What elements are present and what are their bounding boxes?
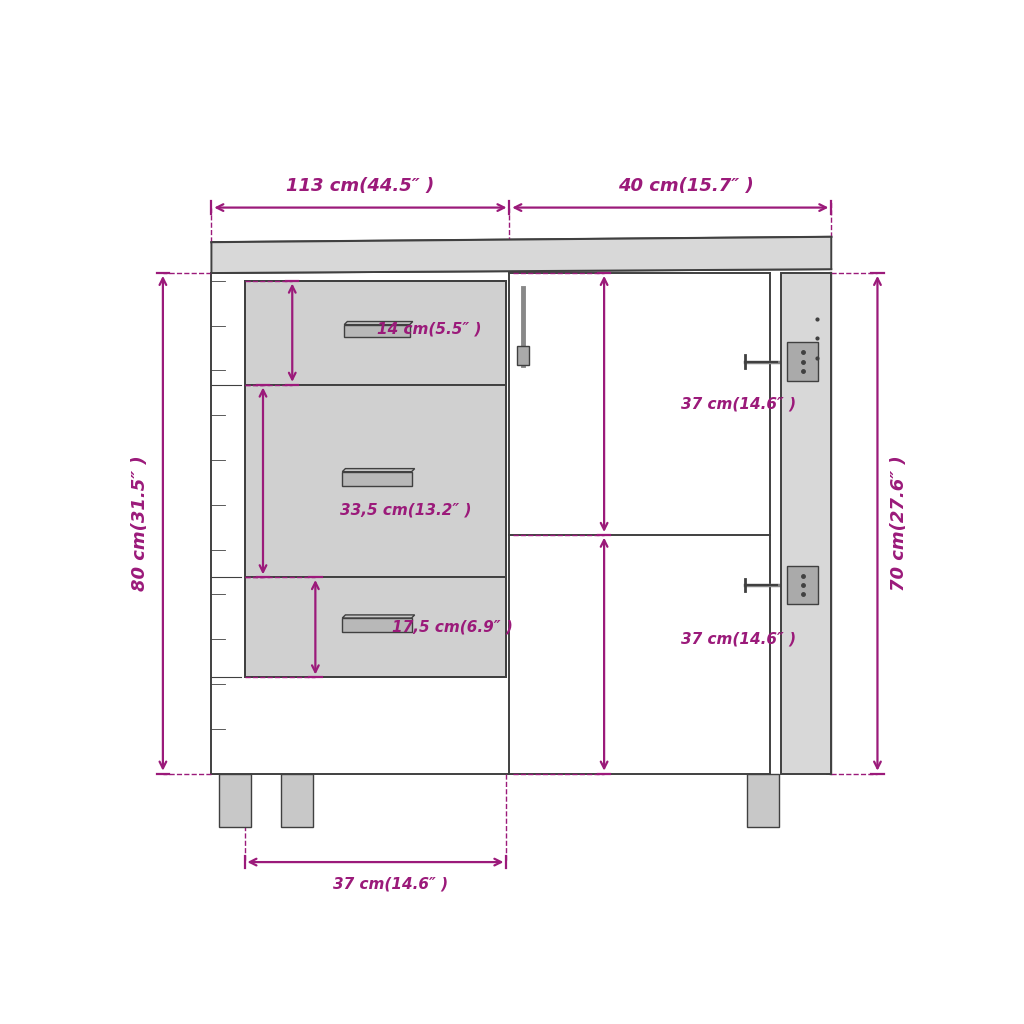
Text: 37 cm(14.6″ ): 37 cm(14.6″ ) [333, 877, 449, 891]
Polygon shape [342, 618, 412, 632]
Bar [787, 565, 818, 604]
Text: 17,5 cm(6.9″ ): 17,5 cm(6.9″ ) [392, 620, 513, 635]
Text: 33,5 cm(13.2″ ): 33,5 cm(13.2″ ) [340, 503, 471, 517]
Text: 40 cm(15.7″ ): 40 cm(15.7″ ) [617, 177, 754, 195]
Polygon shape [342, 614, 415, 618]
Text: 37 cm(14.6″ ): 37 cm(14.6″ ) [681, 631, 797, 646]
Text: 37 cm(14.6″ ): 37 cm(14.6″ ) [681, 396, 797, 412]
Polygon shape [281, 773, 313, 827]
Polygon shape [211, 237, 831, 273]
Text: 80 cm(31.5″ ): 80 cm(31.5″ ) [131, 456, 148, 591]
Text: 14 cm(5.5″ ): 14 cm(5.5″ ) [377, 322, 481, 336]
Bar [787, 342, 818, 381]
Polygon shape [245, 385, 506, 578]
Polygon shape [245, 578, 506, 677]
Polygon shape [342, 472, 412, 485]
Bar [517, 346, 529, 366]
Polygon shape [344, 322, 413, 325]
Text: 113 cm(44.5″ ): 113 cm(44.5″ ) [287, 177, 434, 195]
Polygon shape [219, 773, 252, 827]
Polygon shape [344, 325, 410, 337]
Text: 70 cm(27.6″ ): 70 cm(27.6″ ) [890, 456, 908, 591]
Polygon shape [746, 773, 779, 827]
Polygon shape [342, 469, 415, 472]
Polygon shape [781, 273, 831, 773]
Polygon shape [245, 281, 506, 385]
